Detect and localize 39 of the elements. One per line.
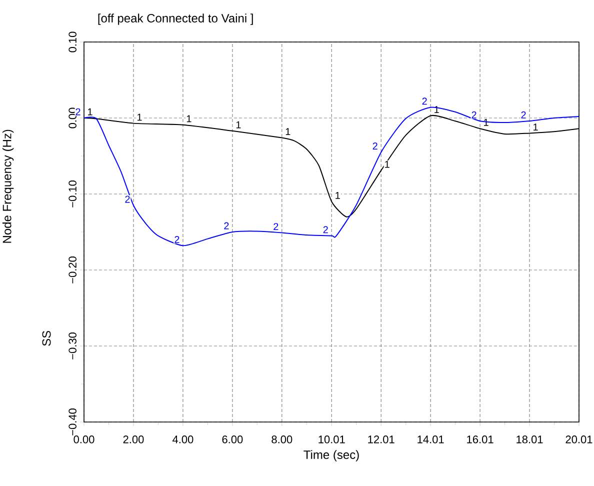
series-label: 1 (385, 160, 390, 168)
text: 1 (286, 128, 290, 136)
x-tick-label: 10.01 (318, 436, 345, 444)
text: 1 (236, 121, 241, 128)
x-tick-label: 14.01 (418, 436, 444, 444)
x-tick-label: 0.00 (74, 436, 94, 444)
text: 2 (422, 98, 427, 105)
x-tick-label: 8.00 (272, 436, 292, 444)
text: SS (42, 330, 51, 346)
x-tick-label: 2.00 (123, 436, 144, 444)
y-tick-label: −0.30 (68, 332, 76, 360)
y-tick-label: 0.10 (68, 32, 76, 52)
series-label: 2 (125, 196, 130, 203)
text: 1 (137, 114, 142, 121)
text: 2 (76, 108, 80, 116)
x-tick-label: 20.01 (566, 436, 592, 444)
text: 1 (186, 115, 192, 122)
x-axis-title: Time (sec) (304, 450, 359, 462)
text: 1 (534, 124, 538, 130)
text: 2 (521, 111, 526, 118)
x-tick-label: 6.00 (222, 436, 243, 444)
y-tick-label: −0.20 (68, 256, 76, 284)
x-tick-label: 4.00 (172, 436, 194, 444)
y-tick-label: −0.40 (68, 408, 76, 436)
text: 2 (274, 223, 278, 230)
x-tick-label: 18.01 (516, 436, 543, 444)
y-axis-title: Node Frequency (Hz) (2, 130, 14, 243)
line-series (84, 106, 580, 246)
x-tick-label: 12.01 (368, 436, 394, 444)
text: 2 (472, 111, 476, 118)
text: 1 (88, 108, 92, 116)
y-tick-label: −0.10 (68, 180, 76, 208)
text: 2 (224, 222, 229, 230)
text: 2 (323, 226, 328, 234)
text: 1 (336, 192, 340, 199)
x-tick-label: 16.01 (467, 436, 494, 444)
text: 2 (174, 236, 180, 243)
chart-title: [off peak Connected to Vaini ] (98, 14, 253, 25)
text: 2 (372, 142, 378, 150)
